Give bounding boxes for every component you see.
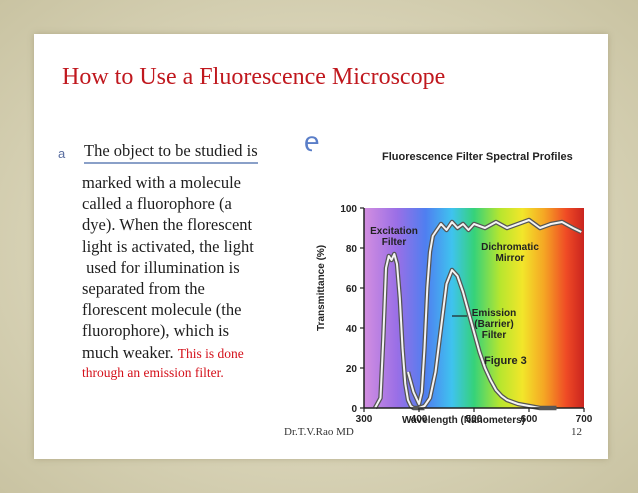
body-line: used for illumination is	[82, 257, 240, 277]
y-axis-label: Transmittance (%)	[316, 245, 327, 331]
excitation-filter-label: Excitation Filter	[370, 226, 418, 248]
body-line-last: much weaker. This is done	[82, 342, 312, 364]
x-tick-label: 300	[356, 414, 373, 425]
y-tick-label: 60	[346, 284, 358, 295]
figure-annotation: Figure 3	[484, 355, 527, 367]
x-tick-label: 600	[521, 414, 538, 425]
red-text-1: This is done	[177, 345, 244, 361]
spectral-chart-svg: Excitation Filter Dichromatic Mirror Emissio…	[312, 146, 594, 426]
x-tick-label: 500	[466, 414, 483, 425]
body-line: dye). When the florescent	[82, 215, 253, 235]
body-line: called a fluorophore (a	[82, 194, 232, 214]
y-tick-label: 80	[346, 244, 358, 255]
body-line: marked with a molecule	[82, 173, 241, 192]
body-line: fluorophore), which is	[82, 321, 230, 341]
emission-filter-curve	[418, 269, 557, 409]
y-tick-label: 40	[346, 324, 358, 335]
body-line: florescent molecule (the	[82, 300, 242, 320]
slide: How to Use a Fluorescence Microscope a T…	[34, 34, 608, 459]
spectral-chart: Excitation Filter Dichromatic Mirror Emissio…	[312, 146, 594, 426]
body-text: marked with a molecule called a fluoroph…	[82, 172, 312, 382]
footer-author: Dr.T.V.Rao MD	[284, 426, 354, 438]
bullet-marker: a	[58, 146, 66, 161]
body-last-text: much weaker.	[82, 342, 174, 362]
x-tick-label: 700	[576, 414, 593, 425]
chart-title: Fluorescence Filter Spectral Profiles	[382, 151, 573, 163]
slide-title: How to Use a Fluorescence Microscope	[62, 64, 446, 90]
y-tick-label: 20	[346, 364, 358, 375]
body-line: separated from the	[82, 279, 205, 299]
x-axis-label: Wavelength (Nanometers)	[402, 415, 525, 426]
dichromatic-mirror-curve	[407, 219, 582, 405]
body-line: light is activated, the light	[82, 236, 254, 256]
body-first-line: The object to be studied is	[84, 140, 258, 164]
emission-filter-label: Emission (Barrier) Filter	[472, 308, 516, 341]
page-number: 12	[571, 426, 582, 438]
dichromatic-mirror-label: Dichromatic Mirror	[481, 242, 539, 264]
y-tick-label: 100	[340, 204, 357, 215]
y-tick-label: 0	[351, 404, 357, 415]
red-text-2: through an emission filter.	[82, 364, 224, 380]
x-tick-label: 400	[411, 414, 428, 425]
